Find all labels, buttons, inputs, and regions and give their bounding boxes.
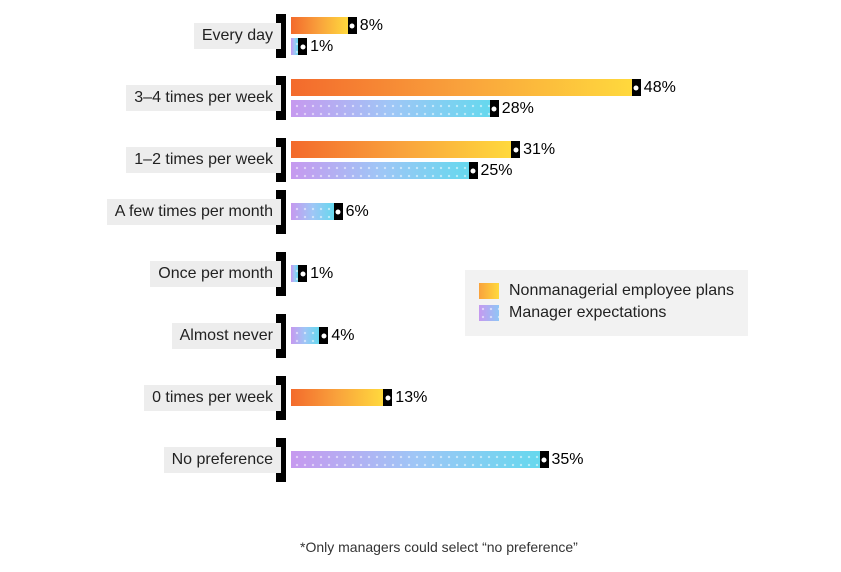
- bar-value: 35%: [552, 451, 584, 469]
- category-label: Once per month: [150, 261, 281, 287]
- bar-endcap-dot: [542, 457, 547, 462]
- category-label: Every day: [194, 23, 281, 49]
- bar-endcap: [511, 141, 520, 158]
- bar-endcap-dot: [385, 395, 390, 400]
- bar-value: 28%: [502, 100, 534, 118]
- bar-endcap-dot: [513, 147, 518, 152]
- bar-endcap: [348, 17, 357, 34]
- legend-label: Manager expectations: [509, 304, 666, 322]
- bar-endcap-dot: [350, 23, 355, 28]
- bar-manager: [291, 265, 298, 282]
- footnote: *Only managers could select “no preferen…: [300, 539, 578, 555]
- bar-employee: [291, 17, 348, 34]
- category-label: 3–4 times per week: [126, 85, 281, 111]
- bar-endcap-dot: [300, 271, 305, 276]
- category-label: Almost never: [172, 323, 281, 349]
- bar-value: 13%: [395, 389, 427, 407]
- bar-value: 48%: [644, 79, 676, 97]
- bar-manager: [291, 451, 540, 468]
- bar-value: 1%: [310, 265, 333, 283]
- bar-endcap: [469, 162, 478, 179]
- bar-manager: [291, 327, 319, 344]
- bar-endcap: [490, 100, 499, 117]
- legend: Nonmanagerial employee plans Manager expe…: [465, 270, 748, 336]
- bar-employee: [291, 389, 383, 406]
- bar-endcap: [298, 265, 307, 282]
- legend-item: Nonmanagerial employee plans: [479, 280, 734, 302]
- category-label: 1–2 times per week: [126, 147, 281, 173]
- bar-endcap: [540, 451, 549, 468]
- chart: Every day 8% 1% 3–4 times per week 48% 28% 1–2…: [0, 0, 841, 572]
- bar-value: 4%: [331, 327, 354, 345]
- bar-employee: [291, 79, 632, 96]
- bar-endcap: [298, 38, 307, 55]
- bar-value: 6%: [346, 203, 369, 221]
- category-label: A few times per month: [107, 199, 281, 225]
- bar-employee: [291, 141, 511, 158]
- bar-endcap-dot: [321, 333, 326, 338]
- bar-endcap-dot: [492, 106, 497, 111]
- bar-value: 8%: [360, 17, 383, 35]
- bar-value: 31%: [523, 141, 555, 159]
- legend-swatch-manager: [479, 305, 499, 321]
- bar-manager: [291, 203, 334, 220]
- legend-swatch-employee: [479, 283, 499, 299]
- bar-endcap-dot: [634, 85, 639, 90]
- bar-value: 1%: [310, 38, 333, 56]
- bar-manager: [291, 100, 490, 117]
- bar-value: 25%: [481, 162, 513, 180]
- bar-endcap: [383, 389, 392, 406]
- bar-endcap-dot: [471, 168, 476, 173]
- category-label: No preference: [164, 447, 281, 473]
- bar-endcap: [632, 79, 641, 96]
- category-label: 0 times per week: [144, 385, 281, 411]
- legend-label: Nonmanagerial employee plans: [509, 282, 734, 300]
- legend-item: Manager expectations: [479, 302, 734, 324]
- bar-endcap-dot: [300, 44, 305, 49]
- bar-endcap-dot: [336, 209, 341, 214]
- bar-manager: [291, 162, 469, 179]
- bar-endcap: [334, 203, 343, 220]
- bar-endcap: [319, 327, 328, 344]
- bar-manager: [291, 38, 298, 55]
